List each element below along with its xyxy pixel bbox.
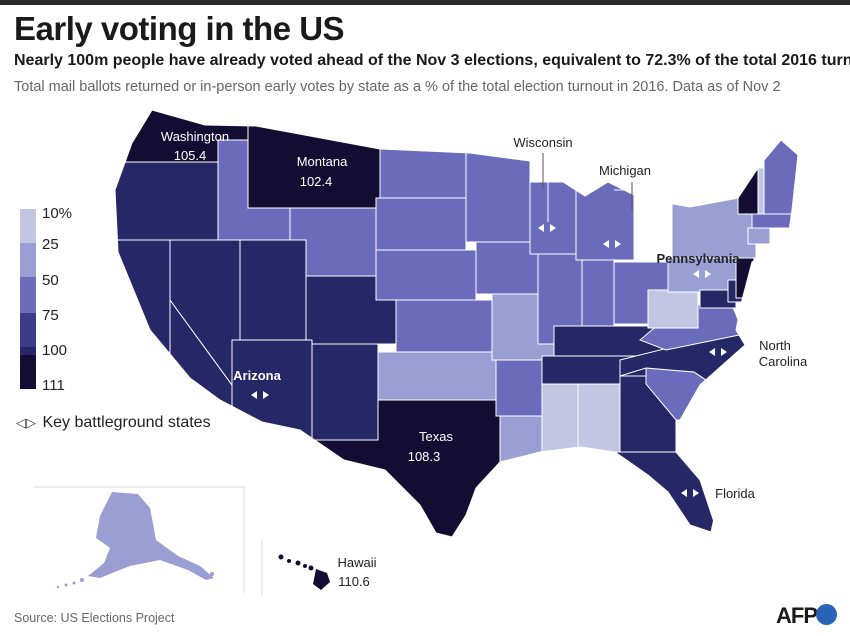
hawaii-label: Hawaii — [337, 555, 376, 570]
hawaii-value: 110.6 — [338, 574, 370, 589]
legend-tick-111: 111 — [42, 377, 65, 394]
legend-tick-50: 50 — [42, 272, 59, 289]
state-new-mexico — [311, 343, 379, 441]
legend-swatch-4 — [20, 313, 36, 347]
battleground-key-label: Key battleground states — [42, 414, 211, 431]
north-carolina-marker — [709, 348, 727, 356]
state-west-virginia — [647, 289, 699, 329]
texas-value: 108.3 — [408, 449, 441, 464]
legend-tick-10: 10% — [42, 205, 73, 222]
contiguous-states — [115, 110, 798, 537]
battleground-key: ◁▷ Key battleground states — [16, 412, 217, 433]
state-mississippi — [541, 383, 579, 461]
wisconsin-marker — [538, 224, 556, 232]
montana-value: 102.4 — [300, 174, 333, 189]
state-minnesota — [465, 149, 531, 243]
source-note: Source: US Elections Project — [14, 611, 175, 625]
florida-marker — [681, 489, 699, 497]
arizona-marker — [251, 391, 269, 399]
state-arizona — [231, 339, 313, 441]
legend-swatch-3 — [20, 277, 36, 313]
pennsylvania-label: Pennsylvania — [656, 251, 740, 266]
state-north-dakota — [379, 147, 467, 199]
top-rule — [0, 0, 850, 5]
leader-lines-dark — [542, 153, 633, 210]
us-outline — [114, 109, 799, 538]
state-pennsylvania — [667, 257, 739, 293]
state-nebraska — [375, 249, 477, 301]
state-california — [115, 239, 171, 431]
michigan-label: Michigan — [599, 163, 651, 178]
state-connecticut — [747, 227, 771, 245]
state-utah — [239, 239, 307, 341]
map-title: Early voting in the US — [14, 10, 345, 47]
legend-tick-75: 75 — [42, 307, 59, 324]
state-kansas — [395, 299, 493, 353]
state-alabama — [577, 383, 621, 461]
battleground-markers — [251, 224, 727, 497]
montana-label: Montana — [297, 154, 348, 169]
state-labels: Washington 105.4 Montana 102.4 Texas 108… — [161, 129, 808, 589]
florida-label: Florida — [715, 486, 756, 501]
state-wisconsin — [529, 181, 577, 255]
washington-label: Washington — [161, 129, 229, 144]
map-subtitle: Nearly 100m people have already voted ah… — [14, 52, 850, 69]
washington-value: 105.4 — [174, 148, 207, 163]
map-description: Total mail ballots returned or in-person… — [14, 79, 781, 95]
battleground-icon: ◁▷ — [16, 415, 36, 430]
michigan-marker — [603, 240, 621, 248]
state-vermont — [737, 169, 759, 215]
north-carolina-label-line2: Carolina — [759, 354, 808, 369]
state-michigan — [575, 181, 635, 261]
state-arkansas — [495, 359, 543, 417]
state-south-dakota — [375, 197, 467, 251]
leader-lines-white — [547, 155, 632, 222]
legend-tick-25: 25 — [42, 236, 59, 253]
legend-tick-100: 100 — [42, 342, 68, 359]
texas-label: Texas — [419, 429, 453, 444]
arizona-label: Arizona — [233, 368, 281, 383]
afp-logo-dot — [816, 604, 837, 625]
legend-swatch-1 — [20, 209, 36, 243]
north-carolina-label-line1: North — [759, 338, 791, 353]
state-florida — [569, 451, 721, 537]
state-oregon — [115, 161, 219, 241]
legend-swatch-2 — [20, 243, 36, 277]
state-hawaii — [278, 554, 330, 590]
alaska-islands — [56, 572, 214, 589]
legend-swatch-6 — [20, 355, 36, 389]
wisconsin-label: Wisconsin — [513, 135, 572, 150]
state-iowa — [475, 241, 539, 295]
state-indiana — [581, 259, 615, 333]
pennsylvania-marker — [693, 270, 711, 278]
state-oklahoma — [377, 351, 497, 401]
alaska-inset-frame — [34, 486, 245, 593]
state-alaska — [88, 492, 214, 580]
afp-logo: AFP — [776, 603, 818, 628]
state-massachusetts — [751, 213, 795, 229]
state-maine — [763, 119, 798, 215]
